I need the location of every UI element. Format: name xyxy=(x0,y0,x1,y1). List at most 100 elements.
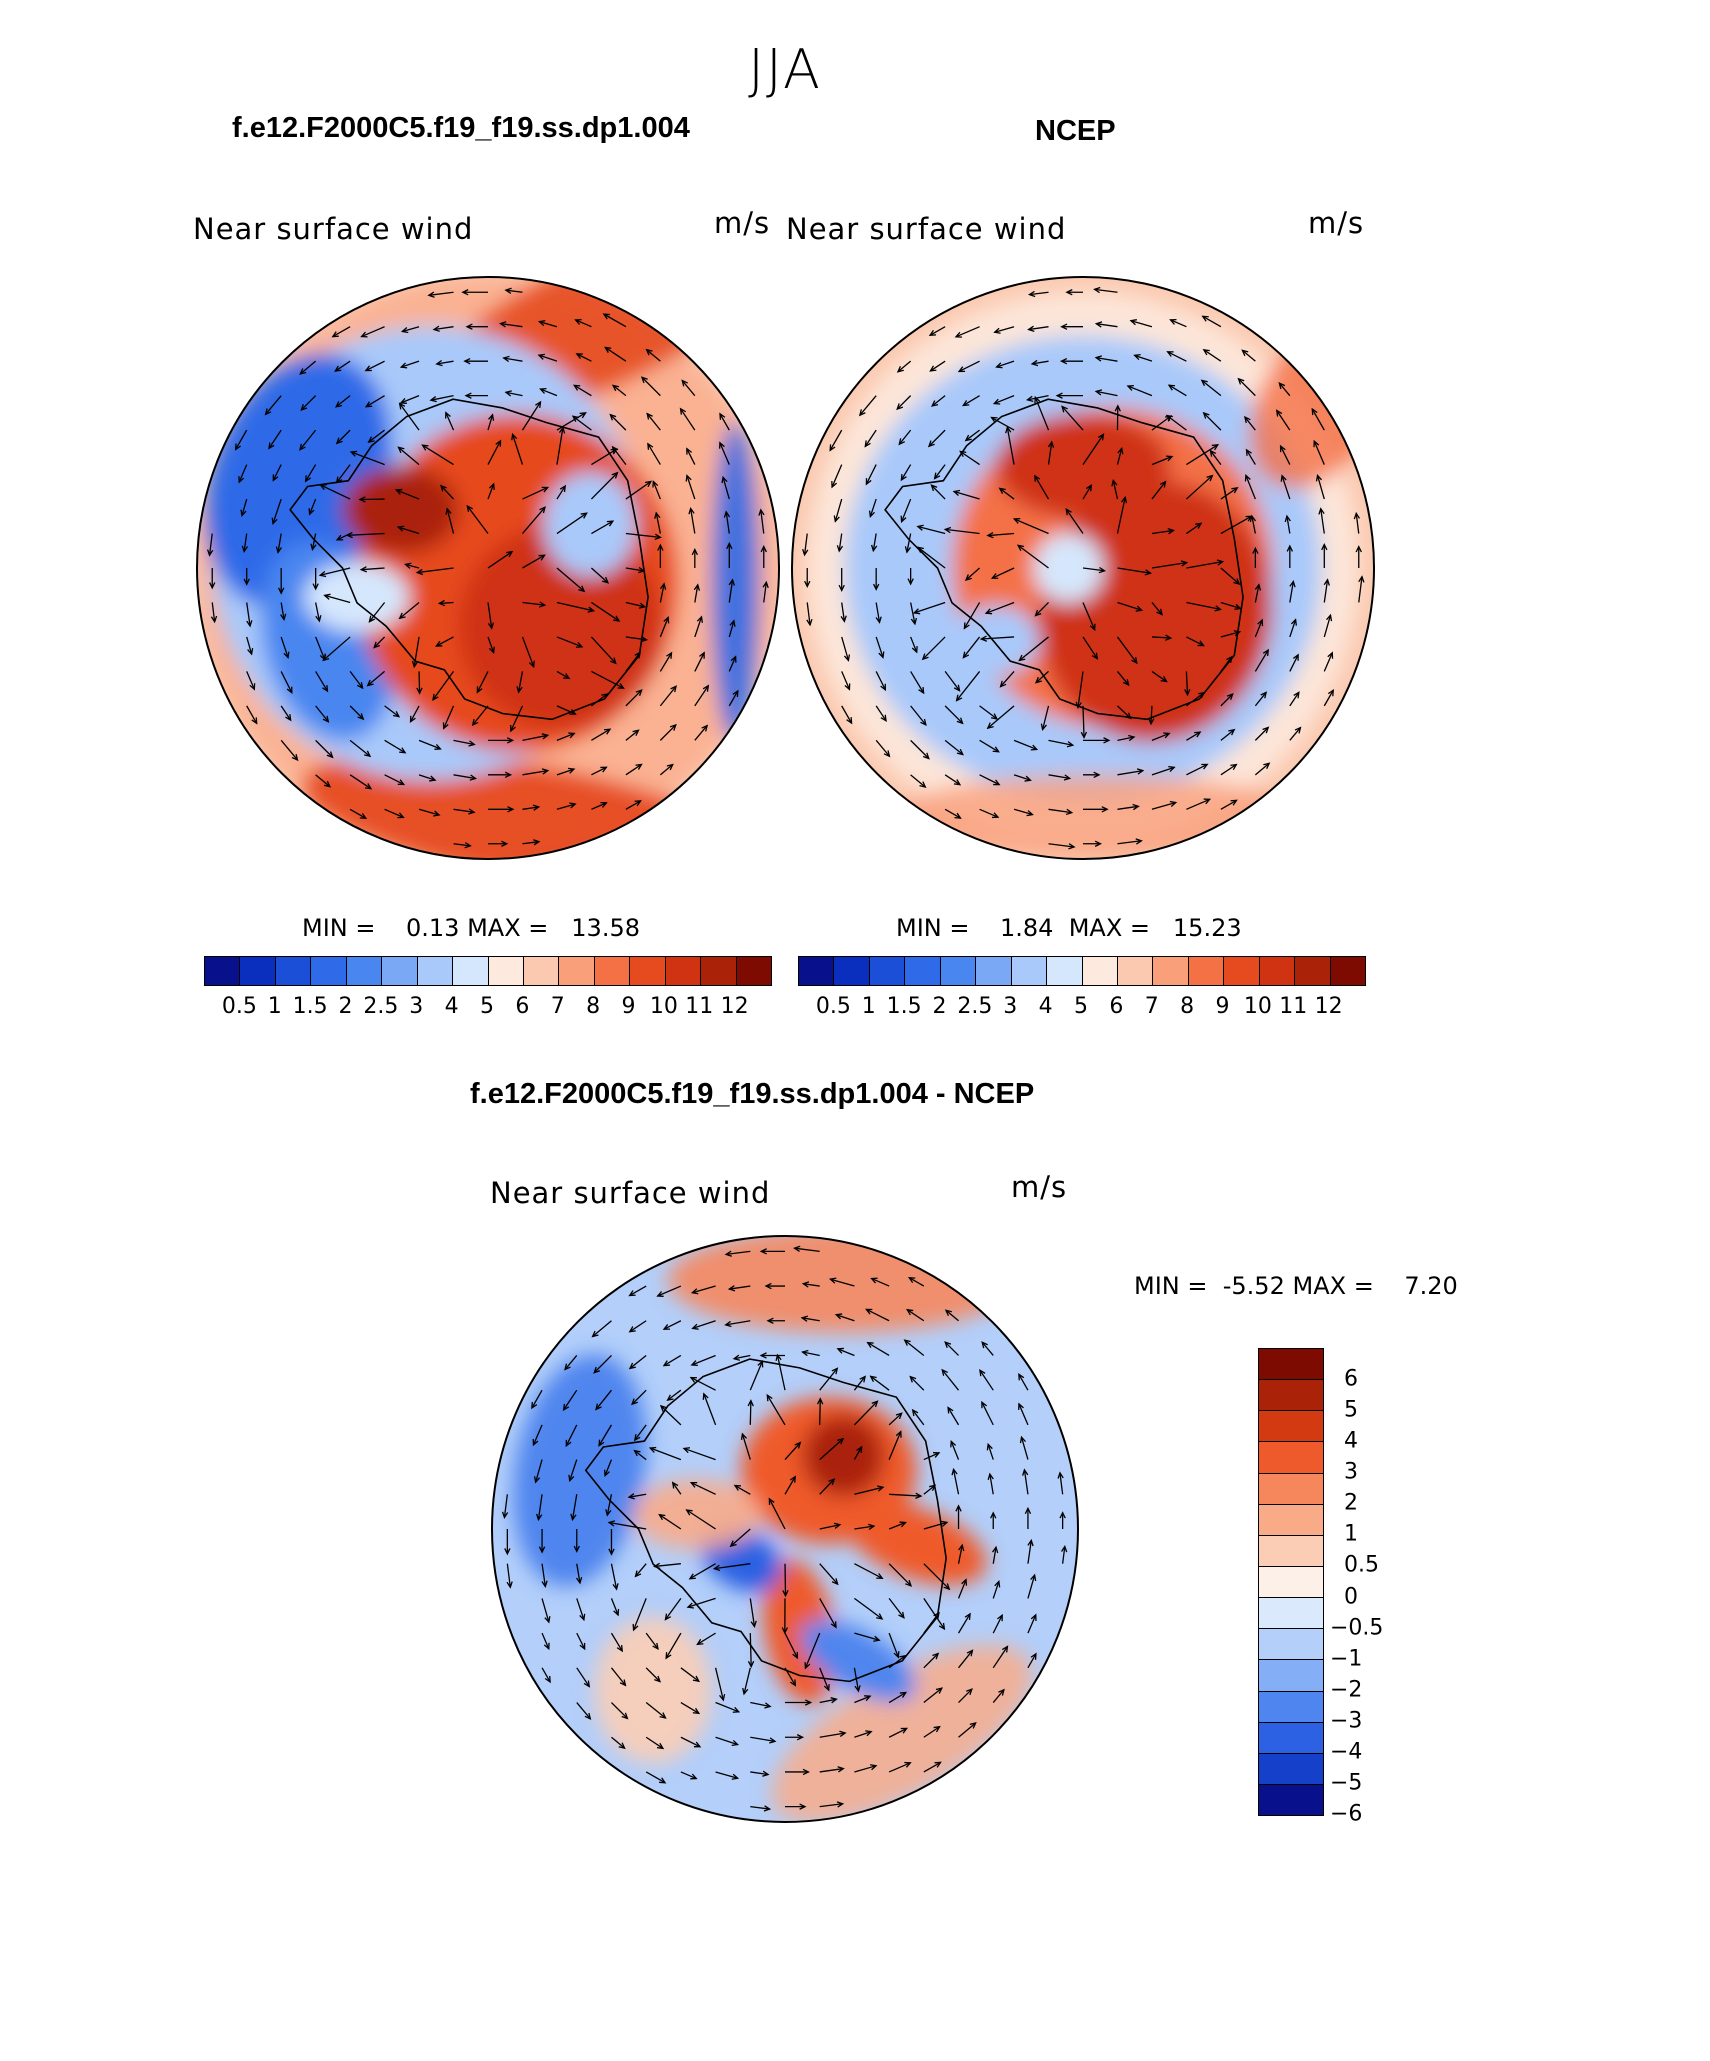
wind-arrow xyxy=(556,512,588,535)
wind-arrow-head xyxy=(898,438,906,446)
wind-arrow xyxy=(1186,601,1221,611)
wind-arrow-head xyxy=(1294,726,1302,734)
wind-arrow-head xyxy=(799,1803,807,1810)
wind-arrow-head xyxy=(1358,575,1365,583)
wind-arrow-head xyxy=(1094,840,1102,847)
wind-arrow-head xyxy=(1075,701,1082,710)
wind-arrow-head xyxy=(1093,286,1101,294)
wind-arrow xyxy=(610,1632,623,1652)
wind-arrow-head xyxy=(1034,395,1041,404)
wind-arrow-head xyxy=(1144,569,1153,576)
colorbar-swatch xyxy=(1047,957,1083,985)
wind-arrow-head xyxy=(511,432,518,441)
wind-arrow-head xyxy=(964,574,972,581)
wind-arrow xyxy=(819,1698,837,1704)
wind-arrow-head xyxy=(368,615,376,623)
wind-arrow-head xyxy=(654,511,661,519)
wind-arrow xyxy=(1065,508,1084,534)
wind-arrow xyxy=(1150,705,1153,724)
wind-arrow xyxy=(472,705,489,726)
wind-arrow xyxy=(865,464,877,485)
wind-arrow xyxy=(934,464,946,479)
wind-arrow xyxy=(1186,522,1202,535)
wind-arrow-head xyxy=(495,439,502,447)
wind-arrow-head xyxy=(979,1369,986,1377)
wind-arrow xyxy=(300,395,317,411)
wind-arrow xyxy=(1244,416,1256,431)
wind-arrow xyxy=(923,1726,940,1738)
wind-arrow-head xyxy=(950,1439,957,1448)
wind-arrow-head xyxy=(1355,545,1362,553)
wind-arrow-head xyxy=(632,1623,639,1632)
wind-arrow xyxy=(1254,584,1260,603)
wind-arrow xyxy=(992,1689,1005,1703)
wind-arrow xyxy=(645,1771,666,1784)
wind-arrow xyxy=(1027,1574,1036,1599)
colorbar-tick-label: 6 xyxy=(515,994,530,1019)
wind-arrow-head xyxy=(893,1651,900,1659)
wind-arrow-head xyxy=(611,471,619,479)
wind-arrow-head xyxy=(904,546,912,554)
colorbar-swatch xyxy=(346,957,383,985)
wind-arrow xyxy=(875,636,884,658)
wind-arrow xyxy=(1220,656,1233,672)
wind-arrow-head xyxy=(659,1777,667,1784)
colorbar-swatch xyxy=(940,957,977,985)
wind-arrow-head xyxy=(1231,487,1239,494)
wind-arrow-head xyxy=(366,679,374,687)
wind-arrow xyxy=(697,1632,716,1645)
wind-arrow-head xyxy=(903,1339,911,1346)
wind-arrow-head xyxy=(666,651,673,659)
wind-arrow-head xyxy=(543,1642,550,1651)
wind-arrow-head xyxy=(1313,439,1320,448)
wind-arrow xyxy=(538,354,558,362)
wind-arrow-head xyxy=(930,484,938,492)
panel3-title: f.e12.F2000C5.f19_f19.ss.dp1.004 - NCEP xyxy=(470,1078,1035,1110)
wind-arrow-head xyxy=(433,810,441,817)
wind-arrow-head xyxy=(603,728,612,735)
wind-arrow-head xyxy=(657,543,664,551)
wind-arrow xyxy=(246,705,258,724)
wind-arrow-head xyxy=(909,1375,917,1383)
wind-arrow-head xyxy=(1262,648,1269,657)
wind-arrow-head xyxy=(568,1474,575,1483)
wind-arrow-head xyxy=(286,686,293,695)
wind-arrow-head xyxy=(840,615,847,623)
wind-arrow-head xyxy=(335,534,344,541)
wind-arrow-head xyxy=(603,1469,610,1478)
wind-arrow xyxy=(384,739,406,754)
wind-arrow-head xyxy=(1209,449,1217,457)
wind-arrow xyxy=(1017,544,1049,569)
wind-arrow xyxy=(1186,692,1205,707)
wind-arrow-head xyxy=(308,508,315,516)
wind-arrow xyxy=(722,477,730,500)
wind-arrow xyxy=(1082,434,1104,465)
colorbar-swatch xyxy=(559,957,595,985)
wind-arrow-head xyxy=(435,359,443,367)
wind-arrow-head xyxy=(1228,728,1236,736)
wind-arrow-head xyxy=(504,390,512,397)
wind-arrow xyxy=(1289,727,1301,741)
colorbar-tick-label: 2 xyxy=(1344,1490,1358,1516)
wind-arrow-head xyxy=(606,520,615,527)
colorbar-tick-label: 4 xyxy=(1344,1428,1358,1454)
wind-arrow-head xyxy=(579,412,587,419)
wind-arrow-head xyxy=(878,651,885,659)
colorbar-swatch xyxy=(736,957,771,985)
wind-arrow-head xyxy=(846,717,853,725)
wind-arrow xyxy=(1323,652,1333,672)
wind-arrow-head xyxy=(764,1702,772,1709)
wind-arrow-head xyxy=(640,376,648,384)
wind-arrow xyxy=(610,1598,619,1616)
wind-arrow-head xyxy=(1026,810,1034,817)
wind-arrow-head xyxy=(1012,517,1021,524)
colorbar-tick-label: 1.5 xyxy=(292,994,328,1019)
colorbar-tick-label: 7 xyxy=(1144,994,1159,1019)
wind-arrow-head xyxy=(234,443,241,451)
wind-arrow-head xyxy=(962,651,970,659)
wind-arrow xyxy=(802,1351,820,1357)
wind-arrow-head xyxy=(1018,1372,1025,1381)
wind-arrow-head xyxy=(762,1770,770,1777)
wind-arrow xyxy=(836,1314,855,1322)
wind-arrow-head xyxy=(1097,433,1105,441)
